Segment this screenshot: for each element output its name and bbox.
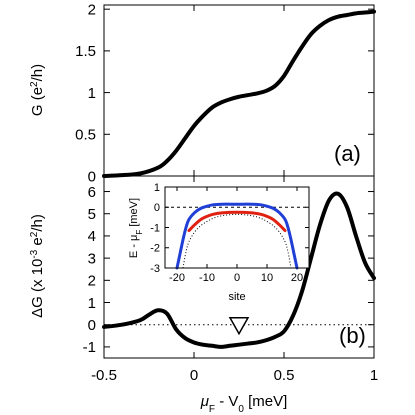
inset-y-axis-title: E - μF [meV] bbox=[128, 198, 144, 258]
inset-x-ticks: -20 -10 0 10 20 bbox=[169, 187, 303, 284]
panel-a: 0 0.5 1 1.5 2 (a) G (e2/h) bbox=[29, 1, 376, 185]
inset-plot: -3-2-101 -20 -10 0 10 20 E - μF [meV] site bbox=[128, 182, 310, 303]
inset-background bbox=[165, 187, 309, 268]
inset-frame bbox=[164, 186, 310, 269]
panel-b-label: (b) bbox=[339, 323, 366, 348]
inset-y-tick-label: -3 bbox=[150, 263, 160, 275]
panel-a-x-ticks bbox=[103, 5, 375, 176]
panel-a-y-tick-label: 0 bbox=[88, 168, 96, 185]
panel-b-x-tick-label: -0.5 bbox=[91, 367, 117, 384]
panel-b-y-tick-label: 0 bbox=[88, 317, 96, 334]
panel-b-y-axis-title: ΔG (x 10-3 e2/h) bbox=[29, 214, 47, 318]
panel-b-frame bbox=[103, 175, 375, 359]
inset-x-axis-title: site bbox=[228, 291, 245, 303]
inset-x-tick-label: 10 bbox=[261, 272, 273, 284]
inset-series bbox=[175, 202, 299, 270]
panel-a-y-tick-label: 0.5 bbox=[75, 127, 96, 144]
panel-b-y-tick-label: 4 bbox=[88, 228, 96, 245]
panel-a-conductance-line bbox=[102, 9, 376, 178]
panel-b-y-tick-label: 5 bbox=[88, 206, 96, 223]
inset-y-tick-label: 1 bbox=[154, 182, 160, 194]
panel-b-x-tick-label: 1 bbox=[370, 367, 378, 384]
panel-b-y-tick-label: -1 bbox=[83, 339, 96, 356]
inset-y-tick-label: 0 bbox=[154, 202, 160, 214]
panel-a-y-axis-title: G (e2/h) bbox=[29, 64, 47, 116]
panel-a-y-tick-label: 2 bbox=[88, 1, 96, 18]
panel-a-y-tick-label: 1.5 bbox=[75, 43, 96, 60]
panel-a-y-tick-label: 1 bbox=[88, 85, 96, 102]
x-axis-title: μF - V0 [meV] bbox=[200, 393, 288, 415]
inset-x-tick-label: -10 bbox=[199, 272, 215, 284]
inset-y-tick-label: -1 bbox=[150, 222, 160, 234]
triangle-down-marker bbox=[228, 316, 250, 336]
panel-a-y-ticks: 0 0.5 1 1.5 2 bbox=[75, 1, 374, 185]
panel-b-x-tick-label: 0 bbox=[190, 367, 198, 384]
inset-x-tick-label: 0 bbox=[234, 272, 240, 284]
panel-b-y-tick-label: 6 bbox=[88, 184, 96, 201]
panel-a-label: (a) bbox=[334, 141, 361, 166]
panel-b-delta-g-line bbox=[102, 191, 376, 349]
inset-x-tick-label: 20 bbox=[291, 272, 303, 284]
panel-b-y-tick-label: 2 bbox=[88, 273, 96, 290]
panel-b-y-tick-label: 1 bbox=[88, 295, 96, 312]
inset-red-band-line bbox=[187, 210, 287, 233]
inset-y-tick-label: -2 bbox=[150, 243, 160, 255]
panel-b-x-tick-label: 0.5 bbox=[274, 367, 295, 384]
panel-b-y-tick-label: 3 bbox=[88, 250, 96, 267]
inset-blue-band-line bbox=[175, 202, 299, 270]
inset-x-tick-label: -20 bbox=[169, 272, 185, 284]
panel-b-x-ticks: -0.5 0 0.5 1 bbox=[91, 176, 378, 384]
